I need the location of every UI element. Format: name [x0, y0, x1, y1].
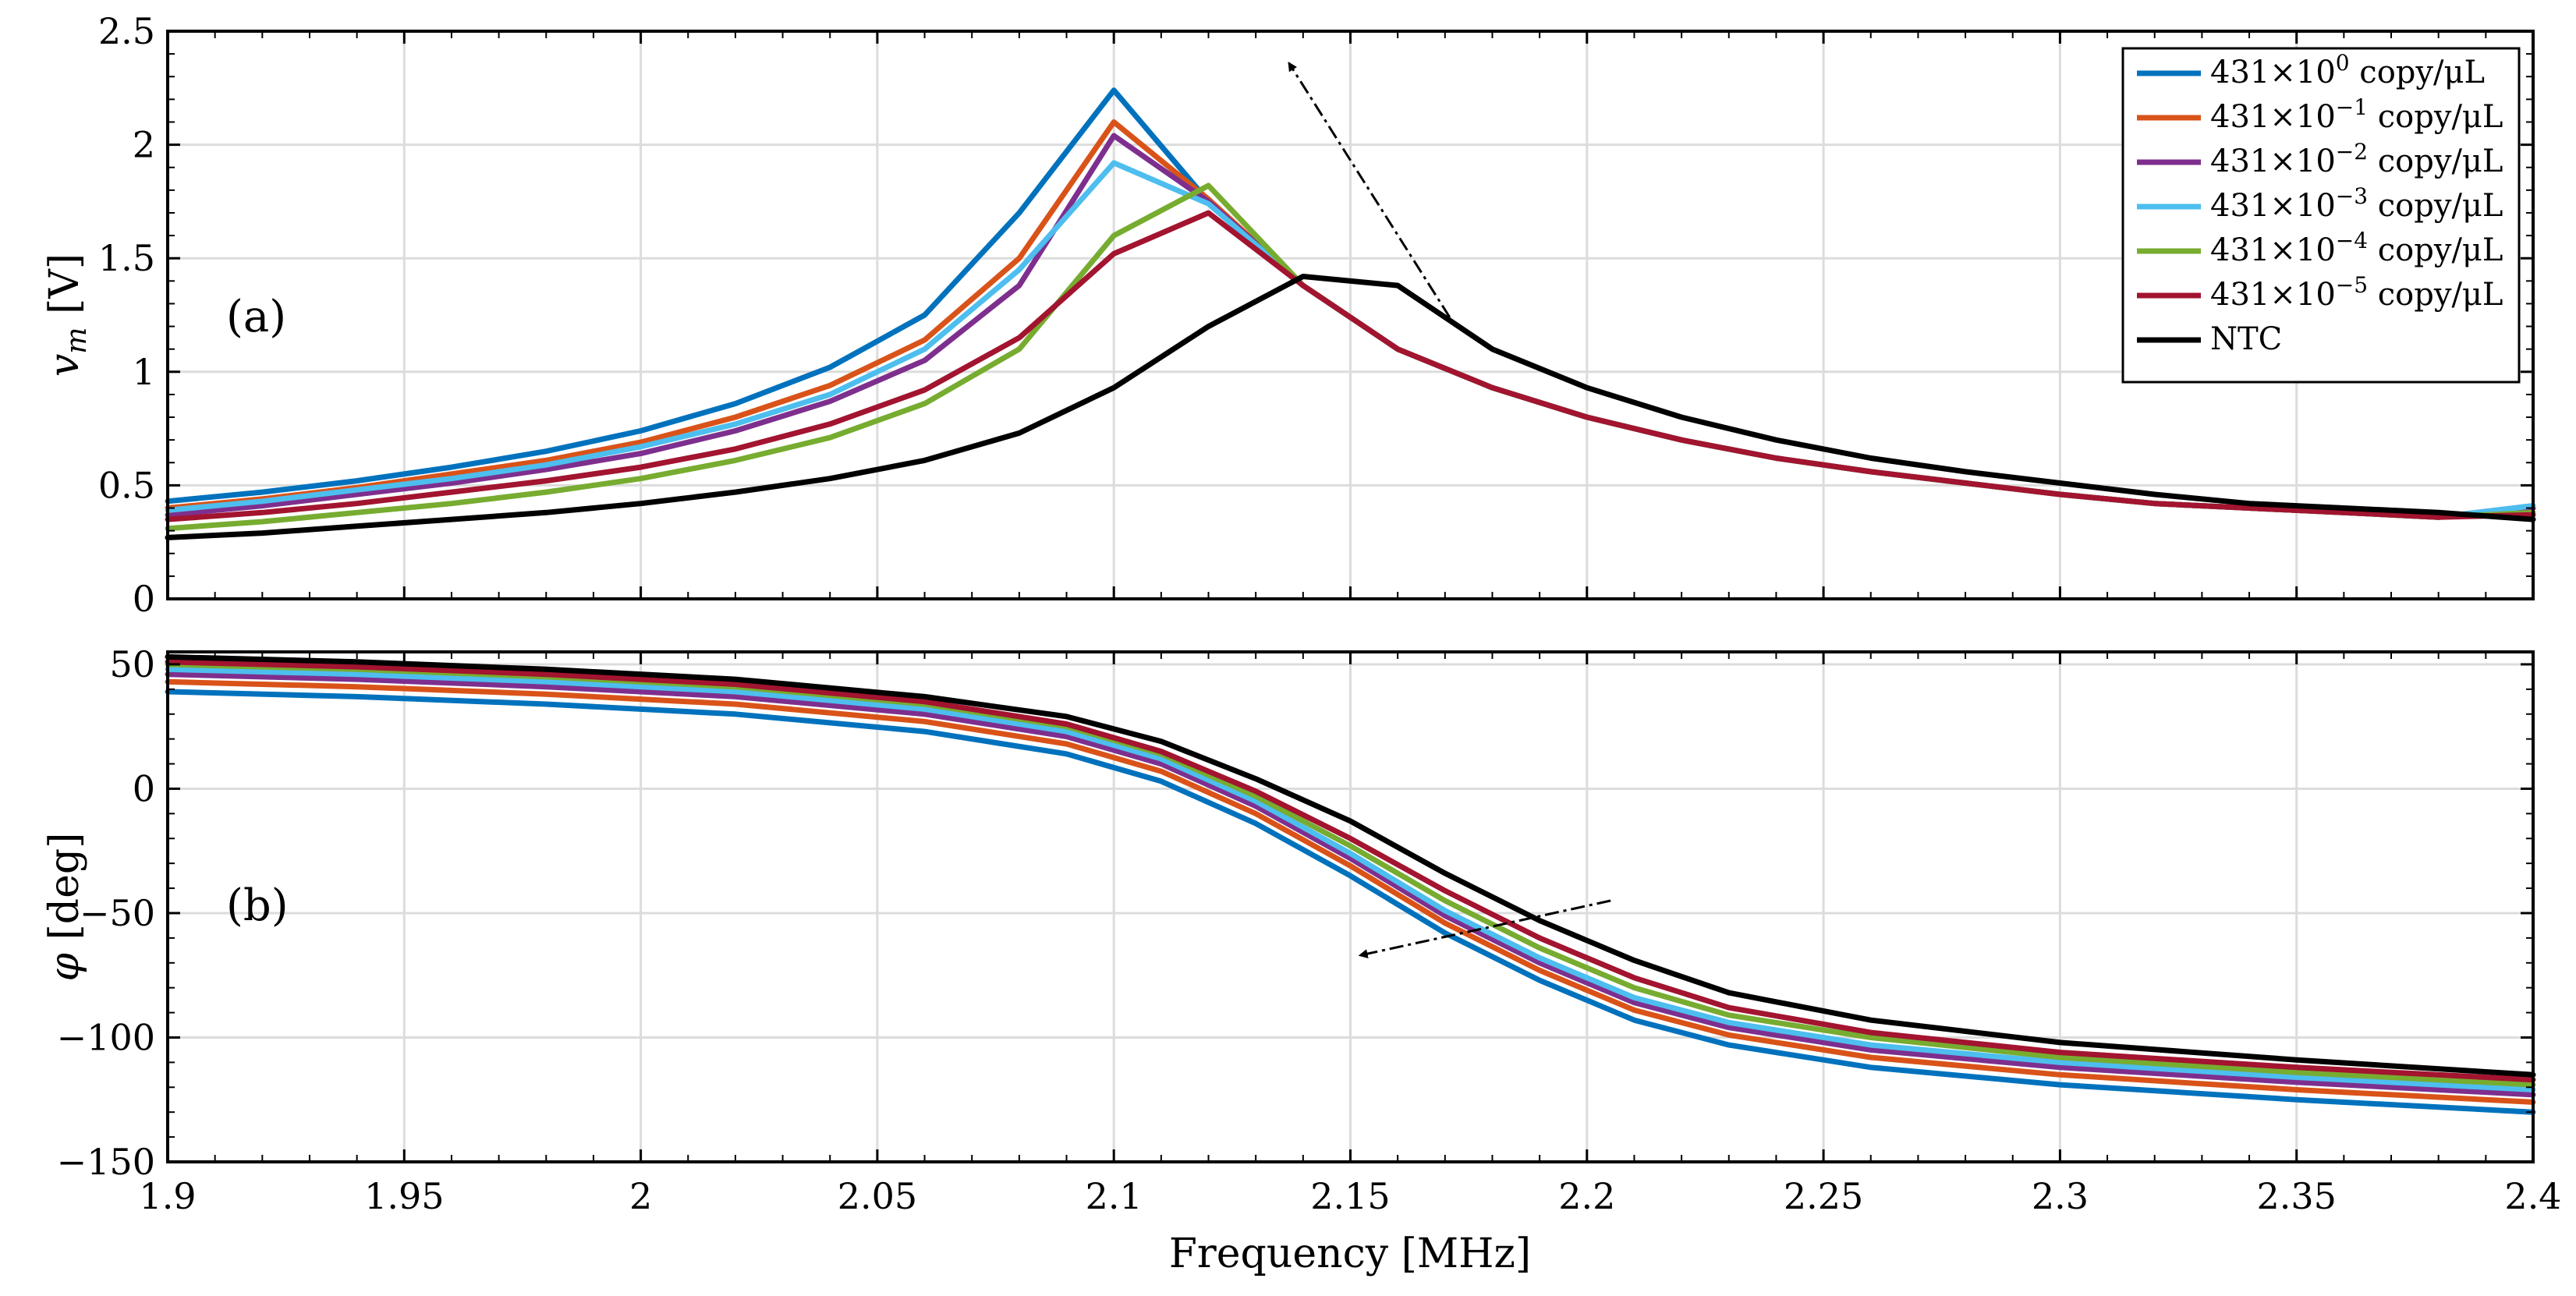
magnitude-panel: 00.511.522.5 (a) vm [V] 431×100 copy/μL4…	[41, 10, 2536, 620]
y-tick-label: 2.5	[98, 10, 155, 52]
series-line-2	[165, 671, 2536, 1098]
legend-unit: copy/μL	[2368, 232, 2503, 268]
legend-entry: NTC	[2137, 321, 2282, 357]
legend-base: 431×10	[2210, 143, 2336, 179]
legend-exponent: −5	[2336, 272, 2368, 298]
x-tick-label: 2.35	[2256, 1175, 2336, 1217]
panel-label-b: (b)	[226, 880, 289, 931]
y-tick-label: −150	[57, 1141, 155, 1183]
y-tick-label: −100	[57, 1016, 155, 1058]
legend-label: 431×10−4 copy/μL	[2210, 228, 2503, 268]
x-axis-title: Frequency [MHz]	[1169, 1230, 1531, 1277]
y-tick-label: 50	[109, 643, 155, 685]
phase-panel: −150 −100 −50 0 50 1.9 1.95 2 2.05 2.1 2.15 2.2 2.2…	[41, 643, 2562, 1277]
y-tick-label: 0	[133, 767, 155, 809]
top-ticks	[166, 30, 2535, 600]
series-line-3	[165, 666, 2536, 1092]
top-y-tick-labels: 0 0.5 1 1.5 2 2.5	[98, 10, 155, 620]
legend-label: NTC	[2210, 321, 2282, 357]
x-tick-label: 2.4	[2504, 1175, 2561, 1217]
y-tick-label: 0	[133, 578, 155, 620]
legend-base: 431×10	[2210, 188, 2336, 224]
legend-entry: 431×10−5 copy/μL	[2137, 272, 2503, 313]
x-tick-label: 2.25	[1784, 1175, 1863, 1217]
bottom-y-axis-title: φ [deg]	[41, 833, 88, 982]
legend-exponent: −4	[2336, 228, 2368, 253]
legend-box	[2121, 47, 2521, 384]
legend-unit: copy/μL	[2350, 55, 2485, 90]
x-tick-label: 2	[629, 1175, 652, 1217]
legend-exponent: −1	[2336, 94, 2368, 120]
series-line-5	[165, 210, 2536, 522]
x-tick-label: 2.15	[1310, 1175, 1390, 1217]
top-ylabel-unit: [V]	[41, 253, 88, 328]
legend-exponent: −3	[2336, 183, 2368, 209]
bottom-ylabel-unit: [deg]	[41, 833, 88, 953]
bottom-ticks	[166, 652, 2535, 1163]
y-tick-label: −50	[80, 892, 155, 934]
bottom-ylabel-main: φ	[41, 952, 88, 981]
legend-entry: 431×100 copy/μL	[2137, 50, 2485, 90]
legend-unit: copy/μL	[2368, 188, 2503, 224]
legend-base: 431×10	[2210, 232, 2336, 268]
series-line-6	[165, 274, 2536, 540]
legend-label: 431×10−5 copy/μL	[2210, 272, 2503, 313]
y-tick-label: 1	[133, 351, 155, 393]
panel-label-a: (a)	[226, 292, 286, 342]
legend-base: 431×10	[2210, 99, 2336, 135]
series-line-5	[165, 659, 2536, 1083]
series-line-6	[165, 653, 2536, 1078]
legend-label: 431×10−3 copy/μL	[2210, 183, 2503, 224]
x-tick-label: 1.9	[139, 1175, 196, 1217]
legend-base: NTC	[2210, 321, 2282, 357]
legend-entry: 431×10−3 copy/μL	[2137, 183, 2503, 224]
legend-exponent: 0	[2336, 50, 2350, 76]
legend-exponent: −2	[2336, 139, 2368, 165]
legend-entry: 431×10−1 copy/μL	[2137, 94, 2503, 135]
legend-unit: copy/μL	[2368, 277, 2503, 313]
legend-unit: copy/μL	[2368, 99, 2503, 135]
x-tick-label: 2.1	[1086, 1175, 1143, 1217]
x-tick-label: 2.2	[1558, 1175, 1615, 1217]
top-ylabel-main: v	[41, 354, 88, 377]
bottom-series-group	[165, 653, 2536, 1115]
y-tick-label: 2	[133, 124, 155, 166]
top-series-group	[165, 87, 2536, 540]
series-line-1	[165, 678, 2536, 1105]
top-ylabel-sub: m	[61, 328, 93, 354]
y-tick-label: 0.5	[98, 464, 155, 506]
x-tick-labels: 1.9 1.95 2 2.05 2.1 2.15 2.2 2.25 2.3 2.35 2.4	[139, 1175, 2561, 1217]
top-y-axis-title: vm [V]	[41, 253, 93, 377]
legend-label: 431×10−1 copy/μL	[2210, 94, 2503, 135]
series-line-0	[165, 689, 2536, 1115]
x-tick-label: 2.3	[2032, 1175, 2089, 1217]
x-tick-label: 1.95	[364, 1175, 444, 1217]
y-tick-label: 1.5	[98, 237, 155, 279]
legend-entry: 431×10−2 copy/μL	[2137, 139, 2503, 179]
top-trend-arrow	[1288, 62, 1451, 318]
legend-base: 431×10	[2210, 55, 2336, 90]
legend-entry: 431×10−4 copy/μL	[2137, 228, 2503, 268]
legend-label: 431×100 copy/μL	[2210, 50, 2485, 90]
legend-label: 431×10−2 copy/μL	[2210, 139, 2503, 179]
bottom-trend-arrow	[1358, 899, 1611, 958]
legend-unit: copy/μL	[2368, 143, 2503, 179]
bottom-y-tick-labels: −150 −100 −50 0 50	[57, 643, 155, 1183]
bottom-grid	[166, 652, 2535, 1163]
x-tick-label: 2.05	[838, 1175, 917, 1217]
legend-base: 431×10	[2210, 277, 2336, 313]
